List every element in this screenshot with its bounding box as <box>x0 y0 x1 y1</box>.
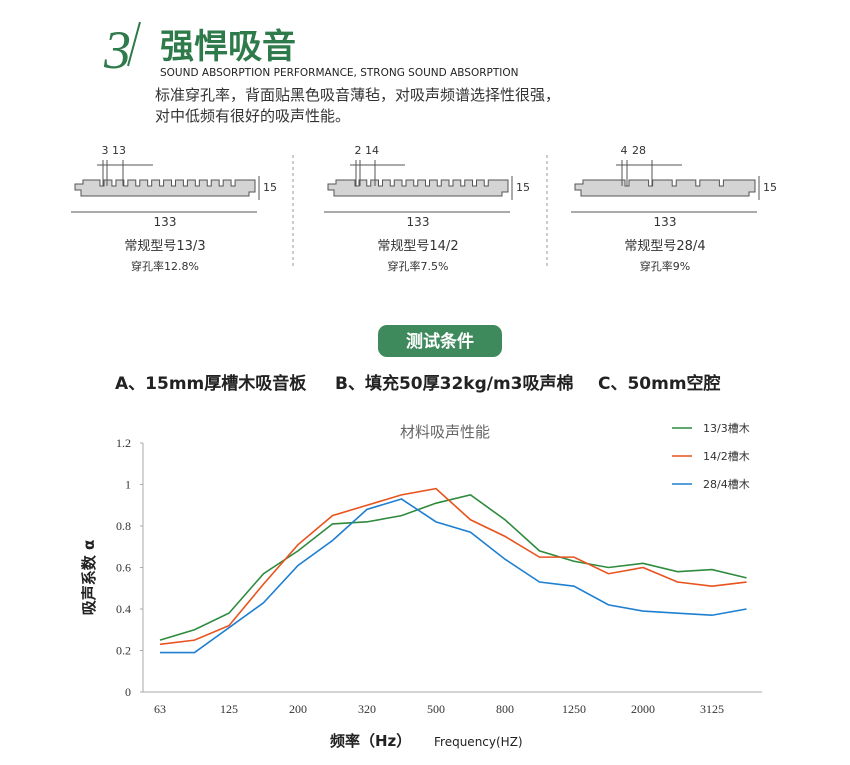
board <box>574 179 756 197</box>
dim-label: 3 <box>102 144 109 157</box>
condition: A、15mm厚槽木吸音板 <box>115 373 307 394</box>
section-subtitle: SOUND ABSORPTION PERFORMANCE, STRONG SOU… <box>160 67 518 79</box>
legend-label: 13/3槽木 <box>703 422 750 435</box>
y-tick-label: 0.8 <box>116 519 131 533</box>
x-tick-label: 63 <box>154 702 166 716</box>
dim-label: 4 <box>621 144 628 157</box>
width-label: 133 <box>154 215 177 229</box>
legend-label: 28/4槽木 <box>703 478 750 491</box>
x-tick-label: 125 <box>220 702 238 716</box>
description: 标准穿孔率，背面贴黑色吸音薄毡，对吸声频谱选择性很强， <box>155 86 560 104</box>
x-tick-label: 3125 <box>700 702 724 716</box>
dim-label: 14 <box>365 144 379 157</box>
x-tick-label: 200 <box>289 702 307 716</box>
x-tick-label: 500 <box>427 702 445 716</box>
series-line <box>159 494 747 641</box>
legend-label: 14/2槽木 <box>703 450 750 463</box>
x-tick-label: 320 <box>358 702 376 716</box>
x-tick-label: 2000 <box>631 702 655 716</box>
section-number: 3 <box>103 20 131 80</box>
condition: B、填充50厚32kg/m3吸声棉 <box>335 373 574 394</box>
profile-rate: 穿孔率12.8% <box>131 259 199 273</box>
thickness-label: 15 <box>763 181 777 194</box>
y-tick-label: 1.2 <box>116 436 131 450</box>
y-tick-label: 0 <box>125 685 131 699</box>
x-tick-label: 800 <box>496 702 514 716</box>
slash <box>127 21 141 67</box>
profile-name: 常规型号28/4 <box>624 239 705 254</box>
condition: C、50mm空腔 <box>598 373 721 394</box>
y-axis-label: 吸声系数 α <box>80 540 98 616</box>
dim-label: 13 <box>112 144 126 157</box>
y-tick-label: 0.4 <box>116 602 131 616</box>
series-line <box>160 498 747 654</box>
y-tick-label: 0.6 <box>116 561 131 575</box>
width-label: 133 <box>407 215 430 229</box>
dim-label: 28 <box>632 144 646 157</box>
dim-label: 2 <box>355 144 362 157</box>
badge <box>378 325 502 357</box>
thickness-label: 15 <box>516 181 530 194</box>
description: 对中低频有很好的吸声性能。 <box>155 107 350 125</box>
x-tick-label: 1250 <box>562 702 586 716</box>
board <box>327 179 509 197</box>
chart-title: 材料吸声性能 <box>400 423 490 441</box>
thickness-label: 15 <box>263 181 277 194</box>
x-axis-label: 频率（Hz） <box>330 732 411 750</box>
y-tick-label: 1 <box>125 478 131 492</box>
profile-rate: 穿孔率9% <box>640 259 690 273</box>
profile-name: 常规型号13/3 <box>124 239 205 254</box>
series-line <box>159 487 747 646</box>
profile-rate: 穿孔率7.5% <box>388 259 449 273</box>
board <box>74 179 256 197</box>
badge-text: 测试条件 <box>406 331 474 352</box>
section-title: 强悍吸音 <box>160 27 296 67</box>
y-tick-label: 0.2 <box>116 644 131 658</box>
x-axis-label-en: Frequency(HZ) <box>434 735 523 749</box>
profile-name: 常规型号14/2 <box>377 239 458 254</box>
width-label: 133 <box>654 215 677 229</box>
